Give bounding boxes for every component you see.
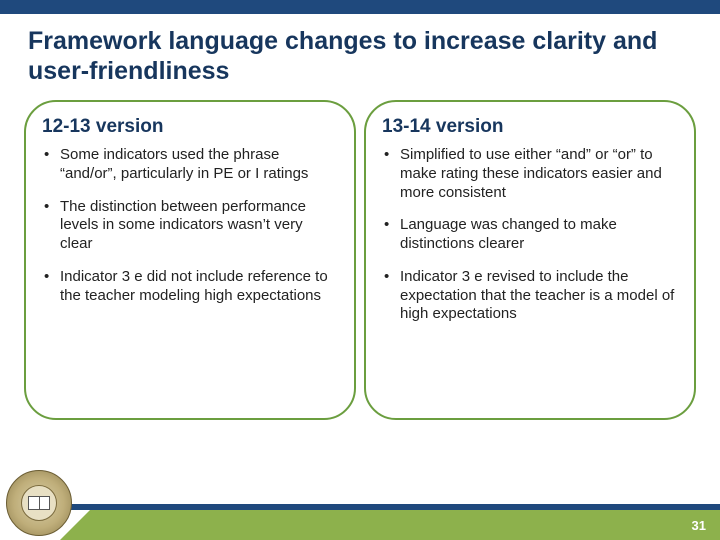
logo-seal bbox=[6, 470, 72, 536]
page-number: 31 bbox=[692, 518, 706, 533]
list-item: Language was changed to make distinction… bbox=[382, 216, 678, 254]
list-item: The distinction between performance leve… bbox=[42, 198, 338, 254]
list-item: Indicator 3 e revised to include the exp… bbox=[382, 268, 678, 324]
right-card-heading: 13-14 version bbox=[382, 116, 678, 138]
comparison-columns: 12-13 version Some indicators used the p… bbox=[0, 94, 720, 420]
header-bar bbox=[0, 0, 720, 14]
list-item: Simplified to use either “and” or “or” t… bbox=[382, 146, 678, 202]
left-card-heading: 12-13 version bbox=[42, 116, 338, 138]
book-icon bbox=[28, 496, 50, 510]
list-item: Indicator 3 e did not include reference … bbox=[42, 268, 338, 306]
left-bullet-list: Some indicators used the phrase “and/or”… bbox=[42, 146, 338, 305]
list-item: Some indicators used the phrase “and/or”… bbox=[42, 146, 338, 184]
footer: 31 bbox=[0, 488, 720, 540]
right-card: 13-14 version Simplified to use either “… bbox=[364, 100, 696, 420]
footer-green-bar bbox=[90, 510, 720, 540]
left-card: 12-13 version Some indicators used the p… bbox=[24, 100, 356, 420]
slide-title: Framework language changes to increase c… bbox=[0, 14, 720, 94]
right-bullet-list: Simplified to use either “and” or “or” t… bbox=[382, 146, 678, 324]
